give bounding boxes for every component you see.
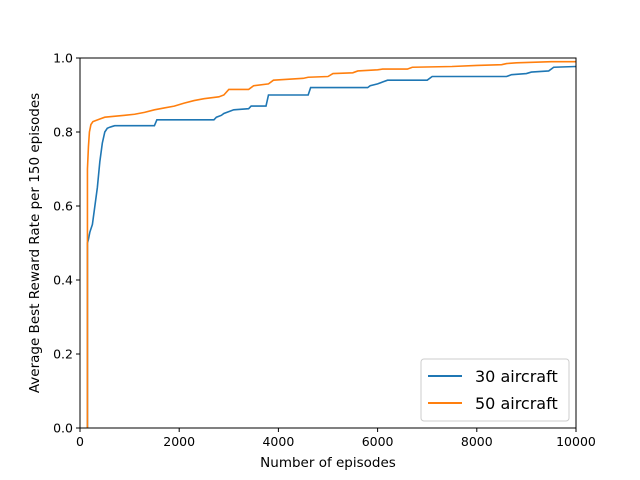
- plot-frame: [79, 57, 577, 429]
- x-tick-label: 8000: [461, 434, 493, 449]
- x-tick-label: 0: [76, 434, 84, 449]
- x-axis-ticks: 0 2000 4000 6000 8000 10000: [76, 428, 596, 449]
- y-tick-label: 0.8: [53, 125, 73, 140]
- x-tick-label: 10000: [556, 434, 596, 449]
- series-line-50-aircraft: [86, 60, 576, 428]
- x-tick-label: 4000: [262, 434, 294, 449]
- y-axis-ticks: 0.0 0.2 0.4 0.6 0.8 1.0: [53, 51, 80, 436]
- y-axis-label: Average Best Reward Rate per 150 episode…: [27, 93, 43, 393]
- y-tick-label: 1.0: [53, 51, 73, 66]
- y-tick-label: 0.4: [53, 273, 73, 288]
- y-tick-label: 0.6: [53, 199, 73, 214]
- legend-label-30-aircraft: 30 aircraft: [475, 367, 558, 386]
- series-line-30-aircraft: [86, 65, 577, 428]
- legend-box: [420, 358, 570, 422]
- y-tick-label: 0.2: [53, 347, 73, 362]
- x-axis-label: Number of episodes: [260, 455, 396, 471]
- y-tick-label: 0.0: [53, 421, 73, 436]
- x-tick-label: 2000: [163, 434, 195, 449]
- x-tick-label: 6000: [362, 434, 394, 449]
- legend-label-50-aircraft: 50 aircraft: [475, 394, 558, 413]
- series-layer: [86, 60, 577, 428]
- legend: 30 aircraft 50 aircraft: [420, 358, 570, 422]
